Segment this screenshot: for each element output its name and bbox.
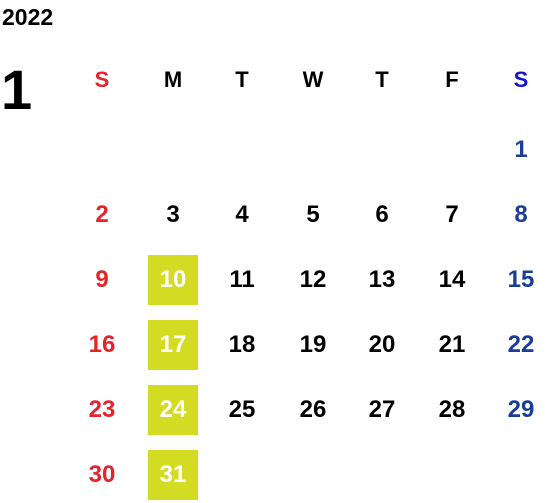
day: 4 (235, 201, 249, 228)
highlighted-day: 10 (148, 255, 198, 305)
highlighted-day: 24 (148, 385, 198, 435)
day: 28 (438, 396, 466, 423)
day: 18 (228, 331, 256, 358)
day: 25 (228, 396, 256, 423)
highlighted-day: 31 (148, 450, 198, 500)
day: 14 (438, 266, 466, 293)
day: 22 (507, 331, 535, 358)
weekday-header: W (302, 67, 324, 92)
month: 1 (1, 58, 33, 121)
day: 12 (299, 266, 327, 293)
day: 13 (368, 266, 396, 293)
day: 2 (95, 201, 109, 228)
day: 29 (507, 396, 535, 423)
weekday-header: M (163, 67, 183, 92)
day: 5 (306, 201, 320, 228)
day: 9 (95, 266, 109, 293)
day: 11 (229, 266, 255, 293)
day: 1 (514, 136, 528, 163)
day: 6 (375, 201, 389, 228)
weekday-header: T (375, 67, 389, 92)
day: 8 (514, 201, 528, 228)
day: 21 (438, 331, 466, 358)
highlighted-day: 17 (148, 320, 198, 370)
day: 16 (88, 331, 116, 358)
weekday-header: T (235, 67, 249, 92)
day: 7 (445, 201, 459, 228)
weekday-header: S (513, 67, 529, 92)
day: 30 (88, 461, 116, 488)
weekday-header: F (445, 67, 459, 92)
day: 26 (299, 396, 327, 423)
weekday-header: S (94, 67, 110, 92)
day: 19 (299, 331, 327, 358)
day: 23 (88, 396, 116, 423)
day: 27 (368, 396, 396, 423)
day: 20 (368, 331, 396, 358)
year: 2022 (2, 4, 54, 30)
day: 3 (166, 201, 180, 228)
day: 15 (507, 266, 535, 293)
